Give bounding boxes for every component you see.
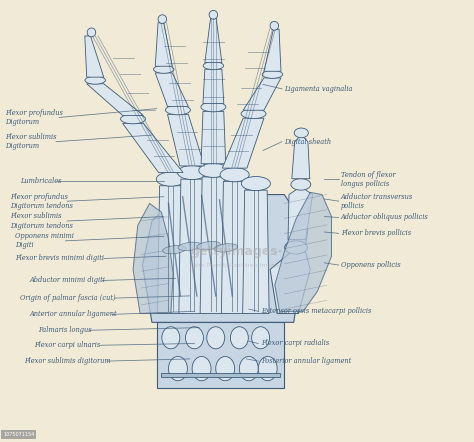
Ellipse shape bbox=[185, 327, 203, 349]
Ellipse shape bbox=[207, 327, 225, 349]
Text: Opponens pollicis: Opponens pollicis bbox=[341, 261, 401, 269]
Polygon shape bbox=[288, 187, 313, 240]
Text: Abductor minimi digiti: Abductor minimi digiti bbox=[29, 277, 105, 285]
Polygon shape bbox=[167, 114, 204, 166]
Polygon shape bbox=[221, 181, 248, 313]
Polygon shape bbox=[203, 69, 224, 103]
Text: Flexor brevis minimi digiti: Flexor brevis minimi digiti bbox=[15, 255, 104, 263]
Ellipse shape bbox=[285, 241, 308, 254]
Text: John Parrot/Stocktrek Images: John Parrot/Stocktrek Images bbox=[191, 263, 283, 267]
Ellipse shape bbox=[201, 102, 226, 112]
Polygon shape bbox=[157, 186, 184, 313]
Polygon shape bbox=[264, 29, 281, 71]
Ellipse shape bbox=[178, 242, 201, 251]
Ellipse shape bbox=[199, 163, 228, 177]
Text: Palmaris longus: Palmaris longus bbox=[38, 326, 92, 334]
Ellipse shape bbox=[203, 62, 224, 70]
Polygon shape bbox=[155, 73, 188, 107]
Ellipse shape bbox=[197, 241, 220, 250]
Text: Flexor sublimis
Digitorum tendons: Flexor sublimis Digitorum tendons bbox=[10, 213, 73, 229]
Text: gettyimages·: gettyimages· bbox=[191, 245, 283, 258]
Ellipse shape bbox=[87, 28, 96, 37]
Text: Extensor ossis metacarpi pollicis: Extensor ossis metacarpi pollicis bbox=[261, 307, 371, 315]
Ellipse shape bbox=[156, 172, 185, 186]
Text: Opponens minimi
Digiti: Opponens minimi Digiti bbox=[15, 232, 74, 249]
Polygon shape bbox=[85, 36, 104, 77]
Ellipse shape bbox=[252, 327, 270, 349]
Ellipse shape bbox=[241, 176, 271, 191]
Polygon shape bbox=[243, 78, 281, 110]
Polygon shape bbox=[156, 311, 284, 322]
Polygon shape bbox=[143, 194, 308, 322]
Ellipse shape bbox=[258, 357, 277, 381]
Polygon shape bbox=[222, 118, 264, 168]
Text: Adductor transversus
pollicis: Adductor transversus pollicis bbox=[341, 193, 413, 210]
Polygon shape bbox=[243, 190, 269, 313]
Polygon shape bbox=[87, 84, 144, 115]
Polygon shape bbox=[156, 318, 284, 389]
Text: Flexor profundus
Digitorum: Flexor profundus Digitorum bbox=[5, 109, 64, 126]
Polygon shape bbox=[205, 18, 222, 63]
Ellipse shape bbox=[168, 357, 187, 381]
Polygon shape bbox=[275, 192, 331, 311]
Polygon shape bbox=[179, 179, 205, 313]
Ellipse shape bbox=[85, 76, 105, 84]
Polygon shape bbox=[201, 111, 226, 164]
Ellipse shape bbox=[220, 168, 249, 182]
Polygon shape bbox=[161, 373, 280, 377]
Text: Digital sheath: Digital sheath bbox=[284, 138, 331, 146]
Text: Lumbricales: Lumbricales bbox=[19, 177, 61, 185]
Polygon shape bbox=[292, 135, 310, 179]
Ellipse shape bbox=[165, 105, 191, 115]
Text: Flexor sublimis digitorum: Flexor sublimis digitorum bbox=[24, 357, 111, 365]
Ellipse shape bbox=[270, 21, 279, 30]
Text: Flexor brevis pollicis: Flexor brevis pollicis bbox=[341, 229, 411, 237]
Ellipse shape bbox=[192, 357, 211, 381]
Ellipse shape bbox=[230, 327, 248, 349]
Text: Posterior annular ligament: Posterior annular ligament bbox=[261, 357, 351, 365]
Text: Flexor profundus
Digitorum tendons: Flexor profundus Digitorum tendons bbox=[10, 193, 73, 210]
Text: Ligamenta vaginalia: Ligamenta vaginalia bbox=[284, 85, 353, 93]
Polygon shape bbox=[155, 23, 172, 66]
Ellipse shape bbox=[294, 128, 309, 138]
Ellipse shape bbox=[241, 109, 266, 118]
Text: Tendon of flexor
longus pollicis: Tendon of flexor longus pollicis bbox=[341, 171, 396, 188]
Text: Flexor carpi ulnaris: Flexor carpi ulnaris bbox=[34, 341, 100, 349]
Polygon shape bbox=[133, 203, 173, 313]
Ellipse shape bbox=[291, 179, 311, 190]
Text: Adductor obliquus pollicis: Adductor obliquus pollicis bbox=[341, 213, 428, 221]
Text: Flexor sublimis
Digitorum: Flexor sublimis Digitorum bbox=[5, 133, 57, 150]
Ellipse shape bbox=[239, 357, 258, 381]
Text: 1075071154: 1075071154 bbox=[3, 432, 34, 437]
Ellipse shape bbox=[162, 327, 180, 349]
Ellipse shape bbox=[262, 70, 283, 78]
Text: Flexor carpi radialis: Flexor carpi radialis bbox=[261, 339, 329, 347]
Ellipse shape bbox=[209, 11, 218, 19]
Text: Anterior annular ligament: Anterior annular ligament bbox=[29, 310, 117, 318]
Polygon shape bbox=[123, 123, 183, 172]
Ellipse shape bbox=[154, 65, 174, 73]
Ellipse shape bbox=[214, 244, 237, 252]
Ellipse shape bbox=[158, 15, 166, 23]
Ellipse shape bbox=[178, 165, 207, 179]
Polygon shape bbox=[200, 177, 227, 313]
Text: Origin of palmar fascia (cut): Origin of palmar fascia (cut) bbox=[19, 294, 115, 302]
Ellipse shape bbox=[120, 114, 146, 124]
Polygon shape bbox=[270, 252, 310, 313]
Ellipse shape bbox=[163, 245, 186, 254]
Ellipse shape bbox=[216, 357, 235, 381]
